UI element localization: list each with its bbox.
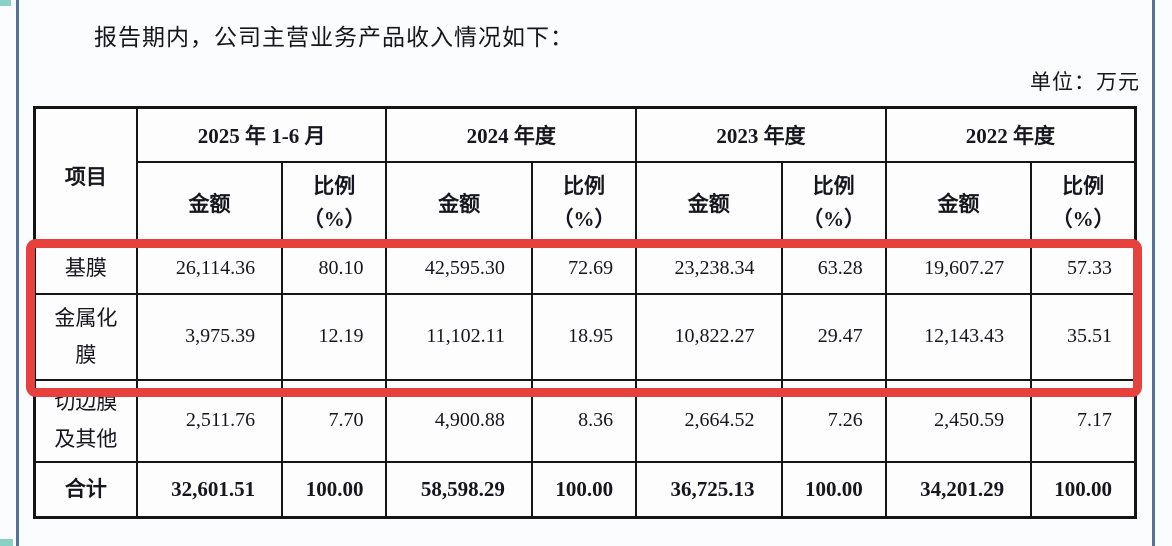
- ratio-header: 比例 （%）: [281, 160, 388, 245]
- amount-cell: 2,450.59: [884, 378, 1033, 463]
- ratio-header-label: 比例: [313, 173, 356, 198]
- amount-cell: 2,664.52: [635, 378, 783, 463]
- amount-cell: 42,595.30: [385, 242, 533, 295]
- table-row: 基膜 26,114.36 80.10 42,595.30 72.69 23,238.34 6…: [33, 242, 1137, 295]
- amount-header-label: 金额: [188, 191, 231, 216]
- amount-header-label: 金额: [687, 191, 730, 216]
- ratio-header-unit: （%）: [1051, 206, 1115, 231]
- item-column-header: 项目: [33, 106, 138, 245]
- ratio-header-unit: （%）: [302, 206, 366, 231]
- ratio-cell: 12.19: [281, 292, 388, 381]
- ratio-cell: 100.00: [780, 460, 887, 519]
- ratio-header-unit: （%）: [802, 206, 866, 231]
- ratio-cell: 8.36: [530, 378, 638, 463]
- amount-cell: 36,725.13: [635, 460, 783, 519]
- ratio-cell: 100.00: [1030, 460, 1137, 519]
- ratio-cell: 18.95: [530, 292, 638, 381]
- corner-accent-bottom: [0, 539, 13, 546]
- table-row: 切边膜及其他 2,511.76 7.70 4,900.88 8.36 2,664.52 7.…: [33, 378, 1137, 463]
- period-header-2025: 2025 年 1-6 月: [135, 106, 388, 163]
- amount-cell: 32,601.51: [135, 460, 284, 519]
- row-item-label: 切边膜及其他: [33, 378, 138, 463]
- ratio-header-label: 比例: [1062, 173, 1105, 198]
- table-row: 金属化膜 3,975.39 12.19 11,102.11 18.95 10,822.27…: [33, 292, 1137, 381]
- ratio-header-label: 比例: [812, 173, 855, 198]
- ratio-cell: 35.51: [1030, 292, 1137, 381]
- period-header-2023: 2023 年度: [635, 106, 887, 163]
- amount-cell: 3,975.39: [135, 292, 284, 381]
- intro-text: 报告期内，公司主营业务产品收入情况如下：: [94, 25, 574, 50]
- row-item-label: 金属化膜: [33, 292, 138, 381]
- amount-cell: 34,201.29: [884, 460, 1033, 519]
- corner-accent-top: [0, 0, 11, 6]
- amount-header: 金额: [635, 160, 783, 245]
- amount-cell: 2,511.76: [135, 378, 284, 463]
- amount-header: 金额: [135, 160, 284, 245]
- ratio-header: 比例 （%）: [780, 160, 887, 245]
- revenue-table: 项目 2025 年 1-6 月 2024 年度 2023 年度 2022 年度 …: [33, 106, 1137, 519]
- period-header-row: 项目 2025 年 1-6 月 2024 年度 2023 年度 2022 年度: [33, 106, 1137, 245]
- ratio-cell: 7.26: [780, 378, 887, 463]
- ratio-cell: 72.69: [530, 242, 638, 295]
- ratio-header: 比例 （%）: [1030, 160, 1137, 245]
- amount-header: 金额: [385, 160, 533, 245]
- ratio-cell: 63.28: [780, 242, 887, 295]
- amount-cell: 19,607.27: [884, 242, 1033, 295]
- ratio-cell: 80.10: [281, 242, 388, 295]
- amount-header: 金额: [884, 160, 1033, 245]
- total-row: 合计 32,601.51 100.00 58,598.29 100.00 36,725.1…: [33, 460, 1137, 519]
- period-header-2022: 2022 年度: [884, 106, 1137, 163]
- amount-cell: 58,598.29: [385, 460, 533, 519]
- ratio-header-unit: （%）: [552, 206, 616, 231]
- ratio-cell: 57.33: [1030, 242, 1137, 295]
- amount-cell: 4,900.88: [385, 378, 533, 463]
- ratio-cell: 29.47: [780, 292, 887, 381]
- unit-label: 单位：万元: [1030, 70, 1140, 94]
- amount-cell: 10,822.27: [635, 292, 783, 381]
- ratio-header: 比例 （%）: [530, 160, 638, 245]
- ratio-cell: 7.17: [1030, 378, 1137, 463]
- left-blue-rule: [16, 0, 19, 546]
- ratio-cell: 100.00: [281, 460, 388, 519]
- subheader-row: 金额 比例 （%） 金额 比例 （%） 金额 比例 （%） 金额 比例 （%）: [35, 160, 1137, 245]
- amount-cell: 11,102.11: [385, 292, 533, 381]
- row-item-label: 基膜: [33, 242, 138, 295]
- ratio-cell: 7.70: [281, 378, 388, 463]
- amount-header-label: 金额: [937, 191, 980, 216]
- amount-header-label: 金额: [438, 191, 481, 216]
- amount-cell: 26,114.36: [135, 242, 284, 295]
- row-item-label: 合计: [33, 460, 138, 519]
- ratio-header-label: 比例: [562, 173, 605, 198]
- ratio-cell: 100.00: [530, 460, 638, 519]
- right-blue-rule: [1152, 0, 1155, 546]
- period-header-2024: 2024 年度: [385, 106, 638, 163]
- amount-cell: 12,143.43: [884, 292, 1033, 381]
- amount-cell: 23,238.34: [635, 242, 783, 295]
